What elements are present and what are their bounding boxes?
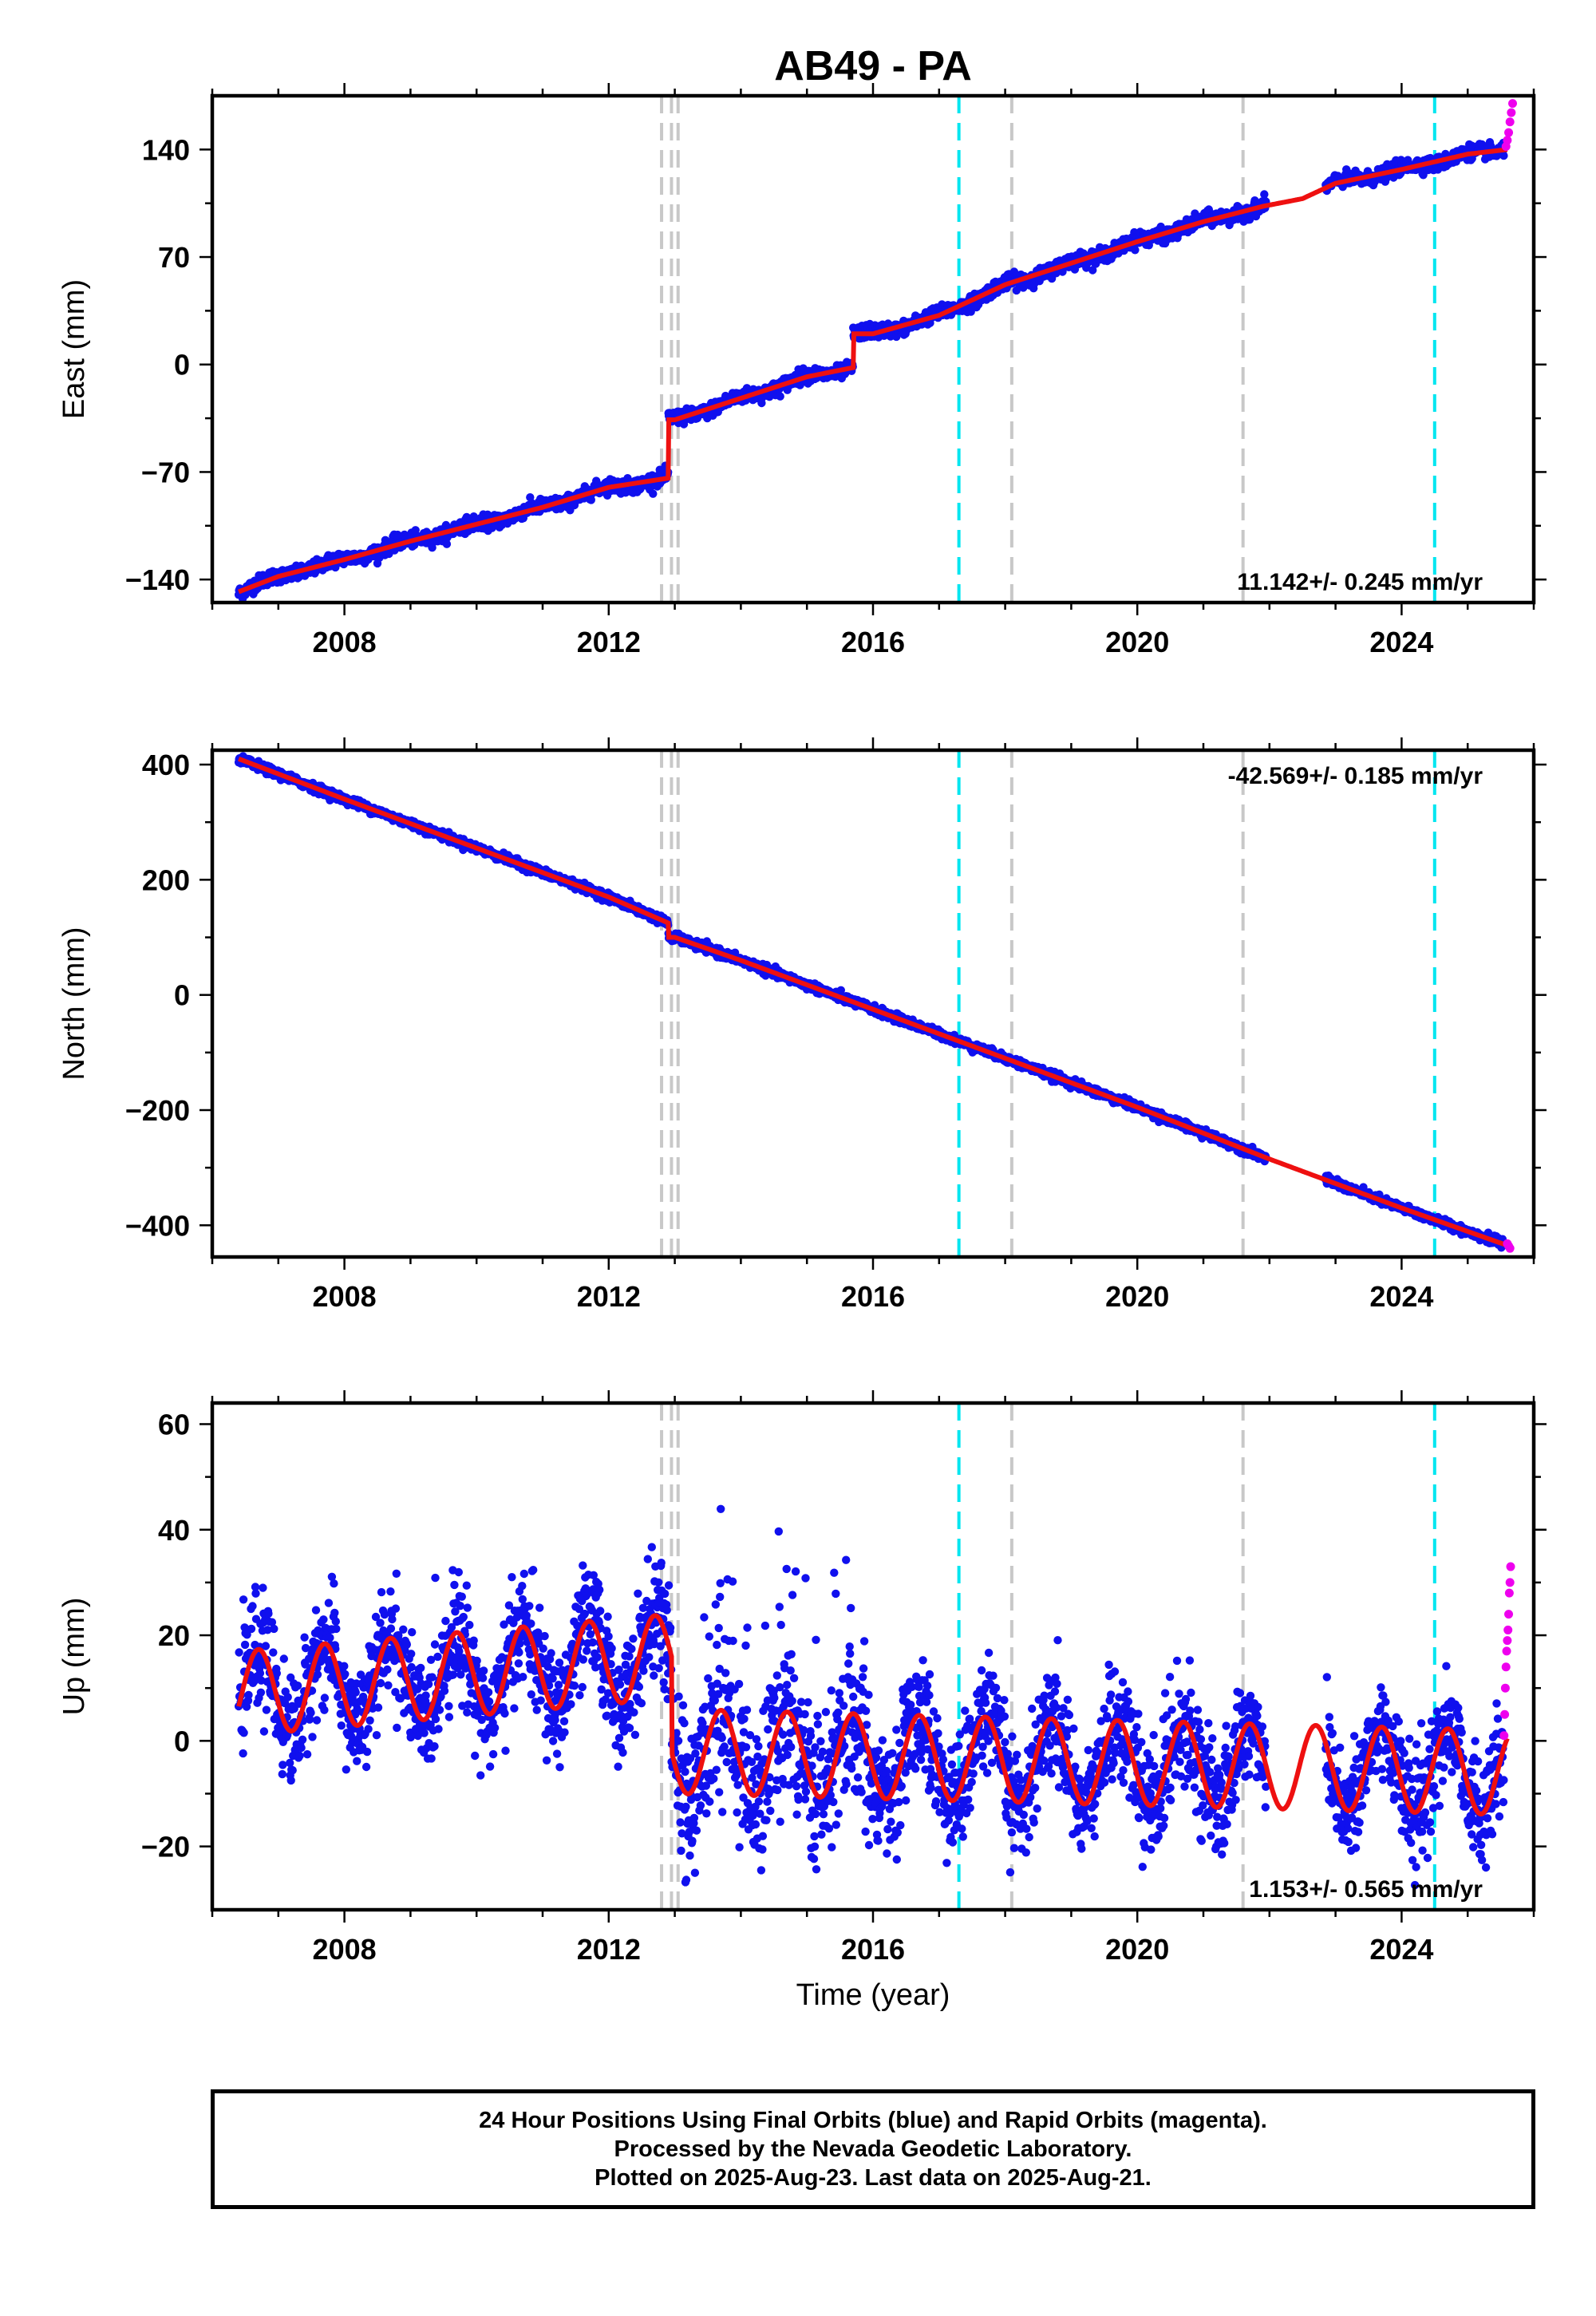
- east-x-tick-label: 2012: [577, 626, 641, 658]
- east-x-tick-label: 2020: [1105, 626, 1169, 658]
- east-plot-area: [234, 96, 1518, 603]
- east-point: [776, 392, 784, 401]
- north-plot-area: [234, 750, 1515, 1257]
- east-point: [649, 489, 658, 498]
- east-rapid-orbit-points: [1501, 99, 1518, 151]
- east-y-tick-label: 0: [174, 349, 190, 381]
- east-rapid-point: [1507, 108, 1516, 117]
- east-y-tick-label: −70: [141, 456, 190, 488]
- east-y-tick-label: 70: [158, 241, 190, 274]
- east-point: [1499, 151, 1508, 160]
- east-x-tick-label: 2008: [313, 626, 377, 658]
- east-x-tick-label: 2016: [841, 626, 905, 658]
- east-y-tick-label: −140: [125, 563, 190, 596]
- panel-north: 2008 2012 2016 2020 2024−400−2000200400North…: [57, 737, 1547, 1313]
- east-rapid-point: [1503, 136, 1512, 145]
- plot-title: AB49 - PA: [774, 43, 972, 89]
- east-final-orbit-points: [234, 138, 1508, 603]
- east-y-tick-label: 140: [142, 133, 190, 166]
- east-rate-label: 11.142+/- 0.245 mm/yr: [1237, 569, 1483, 595]
- east-point: [1131, 246, 1140, 255]
- east-rapid-point: [1504, 128, 1514, 137]
- east-x-tick-label: 2024: [1369, 626, 1433, 658]
- east-model-curve: [238, 147, 1508, 595]
- east-point: [1088, 266, 1097, 275]
- east-y-axis-title: East (mm): [57, 279, 91, 419]
- east-rapid-point: [1505, 117, 1515, 127]
- east-point: [442, 539, 452, 548]
- time-series-figure: AB49 - PA 2008 2012 2016 2020 2024 −140 −70 0 70…: [57, 43, 1547, 2012]
- east-point: [428, 543, 437, 552]
- east-rapid-point: [1508, 99, 1518, 109]
- panels: 2008 2012 2016 2020 2024 −140 −70 0 70 140 East (m…: [57, 83, 1547, 2012]
- east-point: [1260, 190, 1269, 199]
- east-point: [411, 526, 420, 535]
- panel-east: 2008 2012 2016 2020 2024 −140 −70 0 70 140 East (m…: [57, 83, 1547, 658]
